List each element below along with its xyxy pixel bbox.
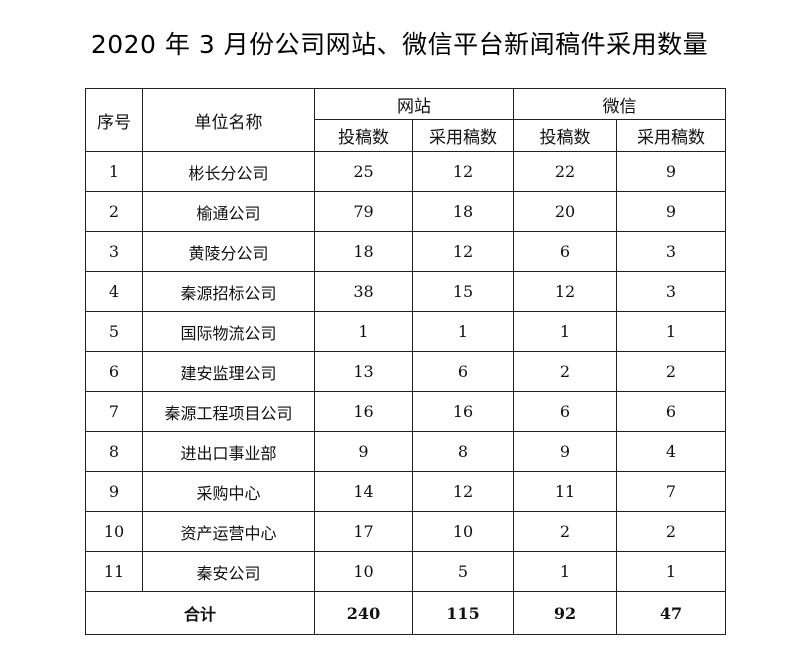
header-website: 网站 — [314, 88, 514, 120]
cell-unit: 秦源工程项目公司 — [142, 391, 315, 432]
cell-unit: 彬长分公司 — [142, 151, 315, 192]
total-web-submitted: 240 — [314, 591, 413, 635]
header-wx-submitted: 投稿数 — [513, 119, 617, 152]
table-row: 7 秦源工程项目公司 16 16 6 6 — [85, 391, 726, 432]
header-unit-name: 单位名称 — [142, 88, 315, 152]
cell-wx-submitted: 2 — [513, 351, 617, 392]
cell-wx-submitted: 20 — [513, 191, 617, 232]
cell-web-submitted: 9 — [314, 431, 413, 472]
cell-wx-submitted: 1 — [513, 551, 617, 592]
cell-wx-adopted: 2 — [616, 351, 726, 392]
table-row: 2 榆通公司 79 18 20 9 — [85, 191, 726, 232]
cell-web-submitted: 25 — [314, 151, 413, 192]
table-row: 3 黄陵分公司 18 12 6 3 — [85, 231, 726, 272]
cell-web-adopted: 12 — [412, 151, 514, 192]
cell-web-adopted: 15 — [412, 271, 514, 312]
cell-unit: 黄陵分公司 — [142, 231, 315, 272]
table-row: 1 彬长分公司 25 12 22 9 — [85, 151, 726, 192]
cell-web-adopted: 5 — [412, 551, 514, 592]
cell-seq: 8 — [85, 431, 143, 472]
cell-wx-submitted: 9 — [513, 431, 617, 472]
cell-web-adopted: 6 — [412, 351, 514, 392]
cell-wx-adopted: 3 — [616, 271, 726, 312]
cell-web-submitted: 16 — [314, 391, 413, 432]
cell-seq: 11 — [85, 551, 143, 592]
cell-wx-adopted: 2 — [616, 511, 726, 552]
cell-unit: 秦源招标公司 — [142, 271, 315, 312]
cell-wx-adopted: 7 — [616, 471, 726, 512]
table-row: 4 秦源招标公司 38 15 12 3 — [85, 271, 726, 312]
header-web-adopted: 采用稿数 — [412, 119, 514, 152]
cell-seq: 7 — [85, 391, 143, 432]
header-wx-adopted: 采用稿数 — [616, 119, 726, 152]
table-row: 8 进出口事业部 9 8 9 4 — [85, 431, 726, 472]
total-row: 合计 240 115 92 47 — [85, 591, 726, 635]
cell-seq: 9 — [85, 471, 143, 512]
cell-wx-submitted: 1 — [513, 311, 617, 352]
header-row-group: 序号 单位名称 网站 微信 — [85, 88, 726, 152]
table-row: 9 采购中心 14 12 11 7 — [85, 471, 726, 512]
cell-wx-adopted: 1 — [616, 551, 726, 592]
total-wx-submitted: 92 — [513, 591, 617, 635]
cell-web-submitted: 18 — [314, 231, 413, 272]
cell-web-submitted: 38 — [314, 271, 413, 312]
cell-seq: 5 — [85, 311, 143, 352]
cell-seq: 6 — [85, 351, 143, 392]
cell-web-adopted: 12 — [412, 231, 514, 272]
cell-wx-adopted: 9 — [616, 151, 726, 192]
cell-web-adopted: 16 — [412, 391, 514, 432]
cell-web-submitted: 1 — [314, 311, 413, 352]
cell-wx-submitted: 12 — [513, 271, 617, 312]
cell-unit: 榆通公司 — [142, 191, 315, 232]
cell-seq: 1 — [85, 151, 143, 192]
header-row-sub: 投稿数 采用稿数 投稿数 采用稿数 — [86, 119, 726, 152]
table-row: 6 建安监理公司 13 6 2 2 — [85, 351, 726, 392]
cell-web-submitted: 79 — [314, 191, 413, 232]
cell-wx-submitted: 6 — [513, 231, 617, 272]
cell-web-submitted: 14 — [314, 471, 413, 512]
table-row: 5 国际物流公司 1 1 1 1 — [85, 311, 726, 352]
page-title: 2020 年 3 月份公司网站、微信平台新闻稿件采用数量 — [90, 30, 709, 59]
cell-unit: 资产运营中心 — [142, 511, 315, 552]
cell-seq: 3 — [85, 231, 143, 272]
cell-web-adopted: 1 — [412, 311, 514, 352]
cell-seq: 4 — [85, 271, 143, 312]
cell-wx-adopted: 4 — [616, 431, 726, 472]
total-wx-adopted: 47 — [616, 591, 726, 635]
cell-unit: 秦安公司 — [142, 551, 315, 592]
table-row: 10 资产运营中心 17 10 2 2 — [85, 511, 726, 552]
header-web-submitted: 投稿数 — [314, 119, 413, 152]
cell-web-adopted: 18 — [412, 191, 514, 232]
cell-web-adopted: 8 — [412, 431, 514, 472]
cell-unit: 建安监理公司 — [142, 351, 315, 392]
cell-web-submitted: 13 — [314, 351, 413, 392]
cell-wx-adopted: 3 — [616, 231, 726, 272]
cell-web-submitted: 17 — [314, 511, 413, 552]
cell-wx-submitted: 11 — [513, 471, 617, 512]
cell-wx-adopted: 6 — [616, 391, 726, 432]
header-wechat: 微信 — [513, 88, 726, 120]
cell-wx-adopted: 9 — [616, 191, 726, 232]
cell-unit: 采购中心 — [142, 471, 315, 512]
table-body: 1 彬长分公司 25 12 22 9 2 榆通公司 79 18 20 9 3 黄… — [85, 151, 726, 635]
adoption-table: 序号 单位名称 网站 微信 投稿数 采用稿数 投稿数 采用稿数 1 彬长分公司 … — [85, 88, 726, 635]
cell-seq: 10 — [85, 511, 143, 552]
total-label: 合计 — [85, 591, 315, 635]
table-row: 11 秦安公司 10 5 1 1 — [85, 551, 726, 592]
cell-wx-adopted: 1 — [616, 311, 726, 352]
cell-web-adopted: 12 — [412, 471, 514, 512]
cell-unit: 进出口事业部 — [142, 431, 315, 472]
cell-seq: 2 — [85, 191, 143, 232]
total-web-adopted: 115 — [412, 591, 514, 635]
header-seq: 序号 — [85, 88, 143, 152]
cell-web-submitted: 10 — [314, 551, 413, 592]
cell-wx-submitted: 22 — [513, 151, 617, 192]
cell-wx-submitted: 6 — [513, 391, 617, 432]
cell-web-adopted: 10 — [412, 511, 514, 552]
cell-wx-submitted: 2 — [513, 511, 617, 552]
cell-unit: 国际物流公司 — [142, 311, 315, 352]
